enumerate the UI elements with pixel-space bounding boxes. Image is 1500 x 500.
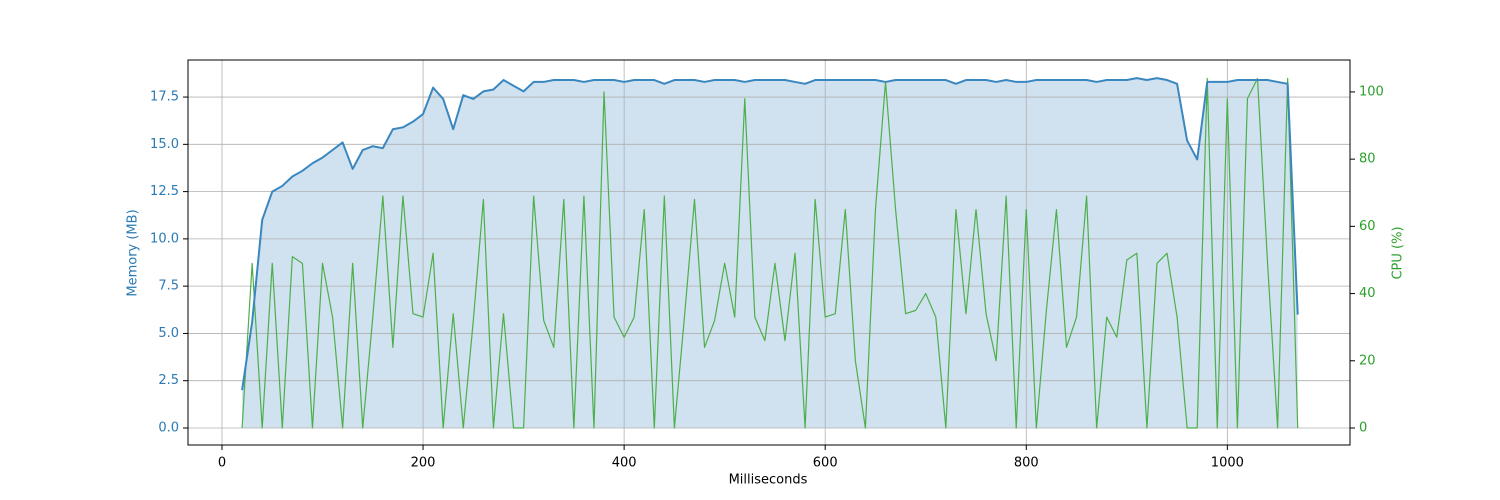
x-tick-label: 400 <box>612 456 637 471</box>
y2-tick-label: 60 <box>1359 219 1376 234</box>
y2-tick-label: 20 <box>1359 353 1376 368</box>
x-tick-label: 600 <box>813 456 838 471</box>
y-tick-label: 0.0 <box>158 420 179 435</box>
y-tick-label: 7.5 <box>158 279 179 294</box>
y-tick-label: 2.5 <box>158 373 179 388</box>
x-tick-label: 200 <box>411 456 436 471</box>
x-tick-label: 800 <box>1014 456 1039 471</box>
y-tick-label: 12.5 <box>150 184 179 199</box>
plot-frame <box>187 59 1351 446</box>
x-tick-label: 1000 <box>1211 456 1244 471</box>
y2-tick-label: 40 <box>1359 286 1376 301</box>
y2-tick-label: 100 <box>1359 84 1384 99</box>
x-axis-label: Milliseconds <box>729 473 808 488</box>
y-tick-label: 17.5 <box>150 90 179 105</box>
x-tick-label: 0 <box>218 456 226 471</box>
y2-tick-label: 0 <box>1359 420 1367 435</box>
memory-area <box>242 78 1298 428</box>
y2-axis-label: CPU (%) <box>1391 226 1406 279</box>
y2-tick-label: 80 <box>1359 152 1376 167</box>
y-tick-label: 5.0 <box>158 326 179 341</box>
y-tick-label: 10.0 <box>150 231 179 246</box>
y-axis-label: Memory (MB) <box>126 209 141 296</box>
y-tick-label: 15.0 <box>150 137 179 152</box>
cpu-line <box>241 77 1299 429</box>
memory-line <box>241 77 1299 391</box>
